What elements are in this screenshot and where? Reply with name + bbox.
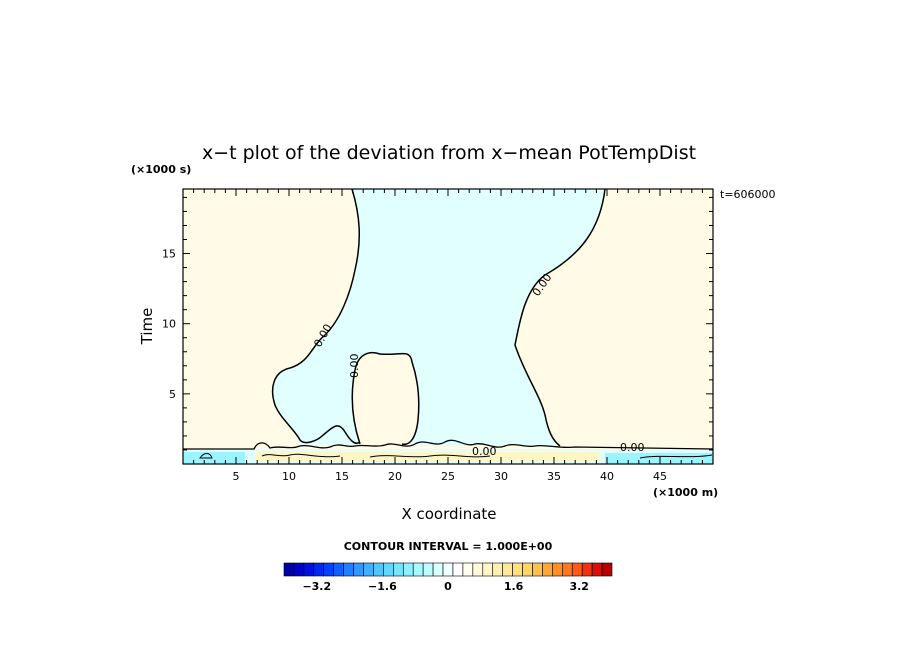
time-stamp: t=606000 [720,188,776,201]
colorbar-tick-label: 1.6 [504,580,524,593]
x-tick-label: 20 [388,470,402,483]
colorbar-swatch [343,562,354,577]
x-axis-label: X coordinate [401,505,496,523]
near-surface-positive [255,452,600,462]
colorbar-swatch [532,562,543,577]
colorbar-tick-label: 0 [444,580,452,593]
colorbar-swatch [591,562,603,577]
x-axis-ticks: 5 10 15 20 25 30 35 40 45 [182,189,714,483]
colorbar-swatch [462,562,474,577]
colorbar-swatch [402,562,414,577]
colorbar-swatch [512,562,523,577]
contour-label: 0.00 [472,445,497,458]
y-axis-label: Time [138,308,156,346]
contour-line-right [514,189,606,447]
colorbar-swatch [432,562,444,577]
contour-interval: CONTOUR INTERVAL = 1.000E+00 [344,540,553,553]
y-tick-label: 5 [169,388,176,401]
y-axis-ticks: 5 10 15 [162,196,713,465]
colorbar-swatch [393,562,404,577]
colorbar-swatch [442,562,454,577]
contour-label: 0.00 [348,354,361,379]
colorbar-swatch [293,562,305,577]
contour-line-surface [183,439,713,450]
x-tick-label: 15 [335,470,349,483]
colorbar-swatch [542,562,553,577]
colorbar-swatch [422,562,434,577]
positive-tongue [352,352,419,450]
x-tick-label: 5 [233,470,240,483]
colorbar-tick-label: −3.2 [302,580,331,593]
colorbar-tick-label: 3.2 [569,580,589,593]
colorbar-swatch [363,562,374,577]
y-unit-label: (×1000 s) [131,163,191,176]
x-unit-label: (×1000 m) [653,486,718,499]
colorbar-swatch [283,562,295,577]
contour-line-left [271,189,361,444]
colorbar-swatch [353,562,364,577]
x-tick-label: 30 [494,470,508,483]
colorbar-swatch [373,562,384,577]
contour-label: 0.00 [620,441,645,454]
y-tick-label: 15 [162,248,176,261]
colorbar-swatch [601,562,613,577]
colorbar-swatch [303,562,315,577]
colorbar-swatch [383,562,394,577]
colorbar-swatch [472,562,484,577]
y-tick-label: 10 [162,318,176,331]
colorbar-swatch [552,562,563,577]
colorbar-swatch [522,562,533,577]
chart-title: x−t plot of the deviation from x−mean Po… [202,142,696,164]
colorbar-swatch [482,562,494,577]
x-tick-label: 35 [547,470,561,483]
colorbar-swatch [571,562,583,577]
x-tick-label: 10 [282,470,296,483]
colorbar-ticks: −3.2 −1.6 0 1.6 3.2 [302,580,589,593]
colorbar-swatch [562,562,573,577]
colorbar-swatch [412,562,424,577]
colorbar-swatch [323,562,334,577]
colorbar-swatch [313,562,325,577]
colorbar-swatch [502,562,513,577]
x-tick-label: 40 [600,470,614,483]
colorbar-swatch [492,562,503,577]
x-tick-label: 45 [653,470,667,483]
x-tick-label: 25 [441,470,455,483]
colorbar-tick-label: −1.6 [368,580,397,593]
right-cool-patch [605,453,713,464]
colorbar-swatch [581,562,593,577]
contour-line-lower [199,453,713,459]
contour-line-tongue [351,351,420,446]
colorbar [283,562,613,577]
colorbar-swatch [333,562,344,577]
left-cool-patch [183,452,245,464]
colorbar-swatch [452,562,464,577]
